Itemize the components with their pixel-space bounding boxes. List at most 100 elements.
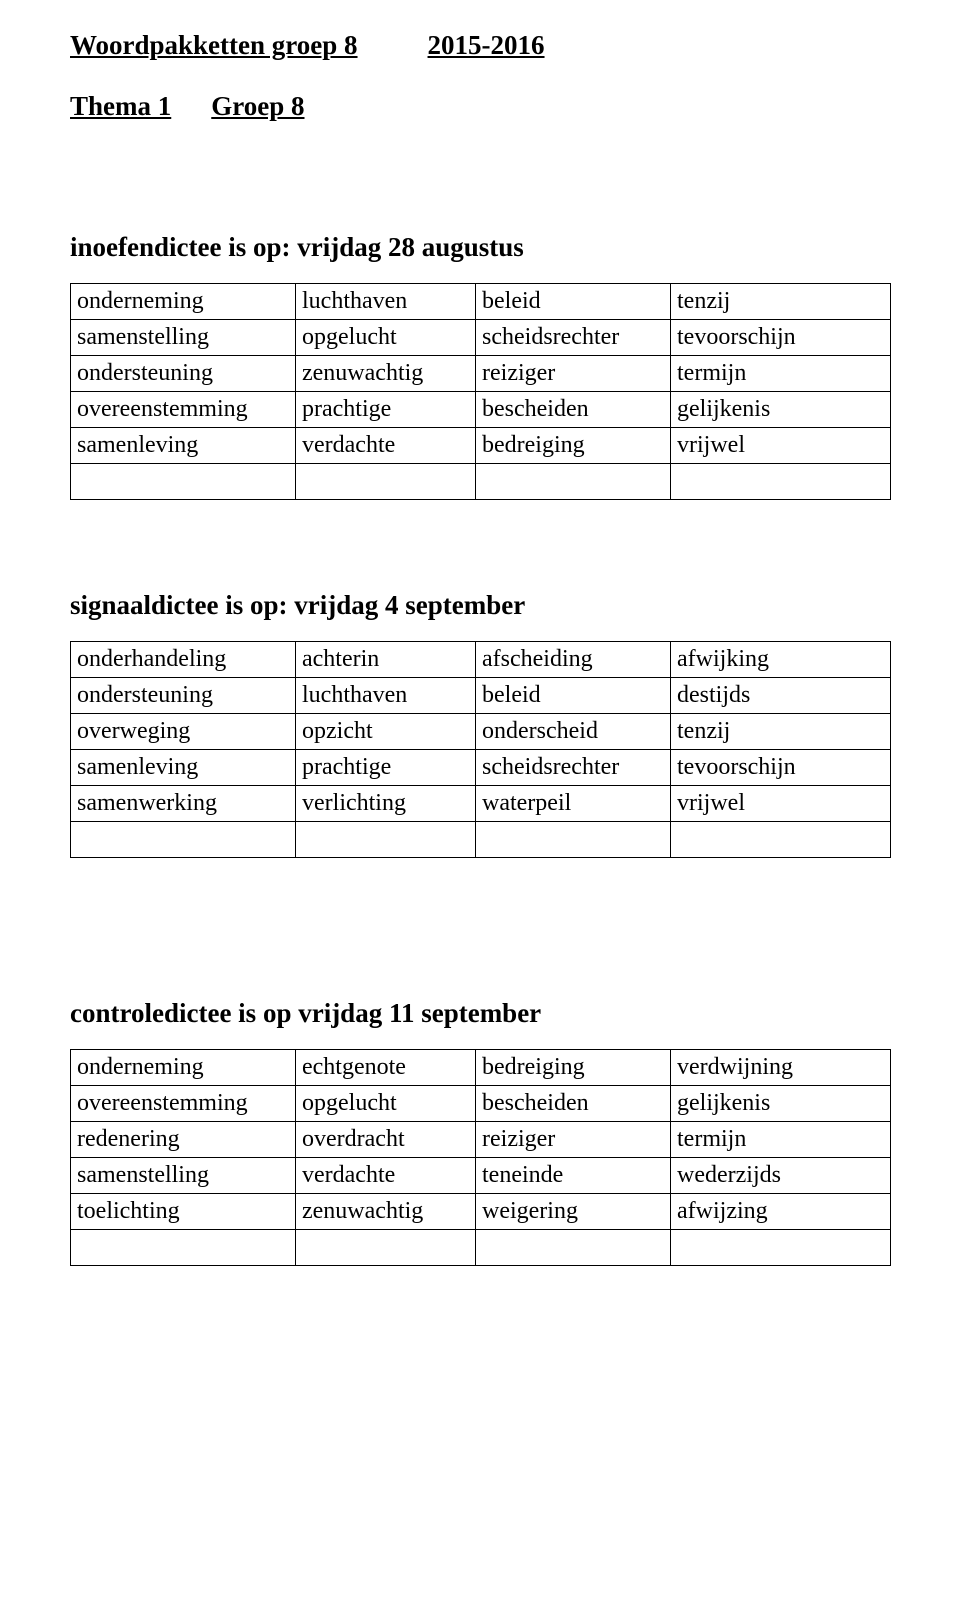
table-cell [476,464,671,500]
table-cell [71,822,296,858]
document-subtitle: Thema 1 Groep 8 [70,91,890,122]
table-cell [476,1230,671,1266]
table-row: samenlevingprachtigescheidsrechtertevoor… [71,750,891,786]
table-cell: verdwijning [671,1050,891,1086]
table-cell: destijds [671,678,891,714]
table-cell: termijn [671,1122,891,1158]
table-row: overeenstemmingprachtigebescheidengelijk… [71,392,891,428]
section3-heading: controledictee is op vrijdag 11 septembe… [70,998,890,1029]
table-cell: afwijzing [671,1194,891,1230]
table-cell: zenuwachtig [296,1194,476,1230]
table-cell: redenering [71,1122,296,1158]
table-row: overwegingopzichtonderscheidtenzij [71,714,891,750]
section3-body: ondernemingechtgenotebedreigingverdwijni… [71,1050,891,1266]
table-cell: ondersteuning [71,356,296,392]
table-cell: weigering [476,1194,671,1230]
table-row: onderhandelingachterinafscheidingafwijki… [71,642,891,678]
document-title: Woordpakketten groep 8 2015-2016 [70,30,890,61]
section1-table: ondernemingluchthavenbeleidtenzijsamenst… [70,283,891,500]
table-cell: gelijkenis [671,392,891,428]
table-cell: scheidsrechter [476,320,671,356]
table-cell: opgelucht [296,1086,476,1122]
table-cell: toelichting [71,1194,296,1230]
table-row: samenwerkingverlichtingwaterpeilvrijwel [71,786,891,822]
table-cell: luchthaven [296,284,476,320]
table-cell: echtgenote [296,1050,476,1086]
table-cell: samenleving [71,428,296,464]
title-part-b: 2015-2016 [428,30,545,60]
table-cell: beleid [476,284,671,320]
table-cell: tenzij [671,714,891,750]
table-cell: verdachte [296,1158,476,1194]
table-cell: opzicht [296,714,476,750]
table-cell: wederzijds [671,1158,891,1194]
table-cell: tenzij [671,284,891,320]
table-row: ondersteuningluchthavenbeleiddestijds [71,678,891,714]
section1-body: ondernemingluchthavenbeleidtenzijsamenst… [71,284,891,500]
table-cell: samenstelling [71,1158,296,1194]
table-cell [296,464,476,500]
table-cell [71,1230,296,1266]
table-cell: bescheiden [476,1086,671,1122]
table-row: samenstellingopgeluchtscheidsrechtertevo… [71,320,891,356]
table-row [71,464,891,500]
table-cell: vrijwel [671,786,891,822]
table-row: ondernemingluchthavenbeleidtenzij [71,284,891,320]
table-cell: prachtige [296,750,476,786]
subtitle-part-a: Thema 1 [70,91,171,121]
table-cell: bedreiging [476,428,671,464]
section2-heading: signaaldictee is op: vrijdag 4 september [70,590,890,621]
table-cell: luchthaven [296,678,476,714]
table-cell: onderscheid [476,714,671,750]
table-cell: samenwerking [71,786,296,822]
subtitle-part-b: Groep 8 [211,91,304,121]
table-cell: onderneming [71,284,296,320]
table-cell: zenuwachtig [296,356,476,392]
table-cell: bescheiden [476,392,671,428]
table-row: ondersteuningzenuwachtigreizigertermijn [71,356,891,392]
table-row [71,822,891,858]
table-row [71,1230,891,1266]
table-row: redeneringoverdrachtreizigertermijn [71,1122,891,1158]
table-cell: overeenstemming [71,392,296,428]
table-row: toelichtingzenuwachtigweigeringafwijzing [71,1194,891,1230]
table-cell: afscheiding [476,642,671,678]
table-cell: samenleving [71,750,296,786]
section1-heading: inoefendictee is op: vrijdag 28 augustus [70,232,890,263]
table-cell [296,1230,476,1266]
table-row: ondernemingechtgenotebedreigingverdwijni… [71,1050,891,1086]
table-cell: achterin [296,642,476,678]
table-cell: teneinde [476,1158,671,1194]
table-row: samenstellingverdachteteneindewederzijds [71,1158,891,1194]
section2-body: onderhandelingachterinafscheidingafwijki… [71,642,891,858]
table-cell: overdracht [296,1122,476,1158]
table-row: samenlevingverdachtebedreigingvrijwel [71,428,891,464]
table-cell: ondersteuning [71,678,296,714]
table-cell: bedreiging [476,1050,671,1086]
table-cell: opgelucht [296,320,476,356]
table-cell: waterpeil [476,786,671,822]
table-cell: overweging [71,714,296,750]
table-cell: verdachte [296,428,476,464]
table-cell: gelijkenis [671,1086,891,1122]
table-cell: reiziger [476,1122,671,1158]
table-cell [296,822,476,858]
title-part-a: Woordpakketten groep 8 [70,30,358,60]
table-cell: onderhandeling [71,642,296,678]
table-cell: tevoorschijn [671,320,891,356]
table-cell: vrijwel [671,428,891,464]
table-cell [71,464,296,500]
table-cell [671,822,891,858]
section3-table: ondernemingechtgenotebedreigingverdwijni… [70,1049,891,1266]
table-cell: verlichting [296,786,476,822]
table-row: overeenstemmingopgeluchtbescheidengelijk… [71,1086,891,1122]
table-cell: samenstelling [71,320,296,356]
table-cell [671,1230,891,1266]
table-cell [476,822,671,858]
table-cell [671,464,891,500]
table-cell: scheidsrechter [476,750,671,786]
table-cell: tevoorschijn [671,750,891,786]
table-cell: prachtige [296,392,476,428]
table-cell: beleid [476,678,671,714]
section2-table: onderhandelingachterinafscheidingafwijki… [70,641,891,858]
